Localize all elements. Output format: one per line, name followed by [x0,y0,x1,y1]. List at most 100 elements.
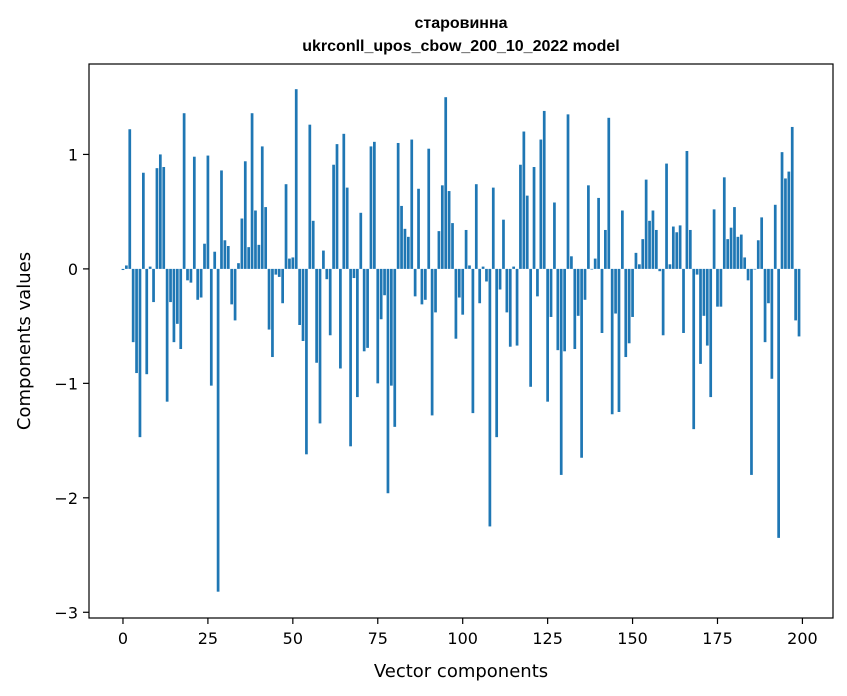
bar [271,268,274,358]
bar [536,268,539,297]
bar [260,146,264,269]
bar [702,268,706,316]
bar [305,268,308,455]
x-tick-label: 200 [787,629,818,648]
bar [705,268,709,346]
bar [444,97,448,269]
bar [688,229,692,269]
bar [519,164,522,269]
bar [746,268,750,281]
bar [733,207,736,269]
bar [770,268,774,379]
bar [600,268,604,333]
bar [593,258,597,269]
bar [481,266,485,269]
bar [203,243,206,269]
bar [243,161,247,269]
x-axis-ticks: 0 25 50 75 100 125 150 175 200 [118,618,818,648]
bar [743,257,747,269]
bar [587,185,590,269]
bar [787,171,791,269]
bar [692,268,696,430]
bar [335,144,339,269]
bar [186,268,189,281]
bar [274,268,278,275]
bar [281,268,284,304]
bar [148,266,152,269]
bar [532,167,536,269]
bar [240,218,244,269]
bar [284,184,288,269]
bar [512,266,516,269]
bar [525,195,529,269]
bar [383,268,386,296]
bar [393,268,397,427]
bar [780,152,784,269]
bar [447,191,451,269]
bar [556,268,560,351]
bar [726,239,730,269]
bar [502,219,505,269]
bar [216,268,220,592]
bar [651,210,655,269]
bar [437,231,441,269]
bar [559,268,563,475]
x-tick-label: 50 [283,629,303,648]
bar [237,263,240,269]
bar [373,141,376,269]
chart-title-line2: ukrconll_upos_cbow_200_10_2022 model [302,38,619,55]
y-tick-label: 1 [68,145,78,164]
bar [529,268,532,387]
bar [175,268,179,324]
bar [390,268,393,386]
bar [553,202,556,269]
bar [794,268,797,321]
bar [413,268,417,297]
bar [607,117,611,269]
bar [719,268,723,307]
bar [763,268,767,343]
bar [790,126,794,269]
bar [604,229,607,269]
bar [709,268,713,398]
bar [767,268,770,304]
bar [182,113,186,269]
bar [760,217,764,269]
bar [257,244,261,269]
bar [135,268,138,374]
bar [247,247,251,269]
bar [712,209,716,269]
bar [624,268,628,358]
bar [213,251,217,269]
y-tick-label: 0 [68,260,78,279]
bar [339,268,342,369]
bar [192,156,196,269]
bar [366,268,369,348]
bar [634,252,638,269]
bar [199,268,203,298]
bar [522,131,526,269]
bar [488,268,492,527]
bar [539,139,543,269]
bar [750,268,753,475]
bar [508,268,512,347]
bar [138,268,142,438]
x-tick-label: 0 [118,629,128,648]
bar [152,268,155,303]
bar [420,268,424,305]
y-tick-label: −2 [54,489,78,508]
bar [179,268,183,350]
bar [298,268,301,325]
bar [546,268,549,402]
y-tick-label: −1 [54,374,78,393]
bar [665,163,668,269]
bar [756,240,760,269]
plot-frame [88,63,834,619]
bar [128,129,132,269]
bar [729,227,733,269]
bar [142,172,145,269]
bar [379,268,383,320]
bar [753,268,757,270]
